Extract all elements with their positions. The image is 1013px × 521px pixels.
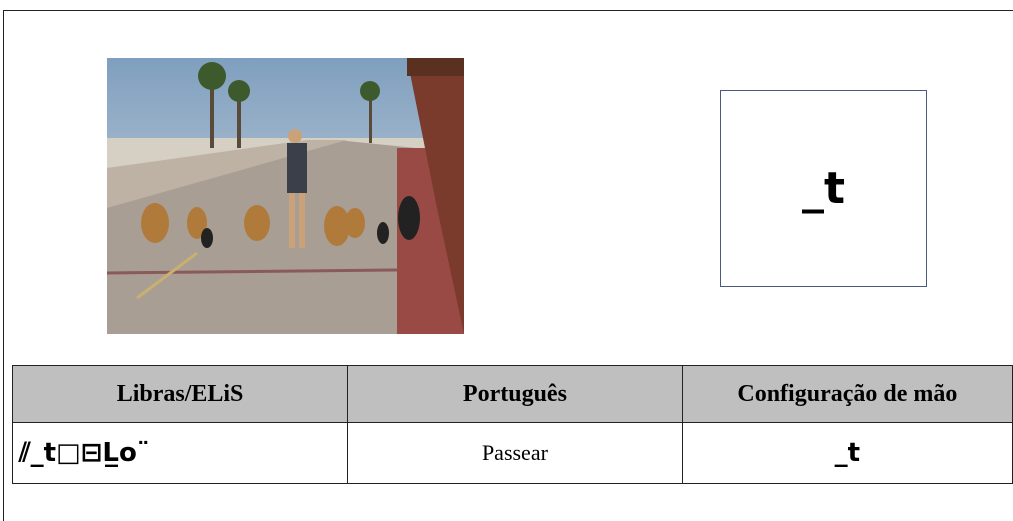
header-cell: Português	[347, 365, 683, 423]
cell: ⫽_t□⊟L̲o¨	[11, 422, 349, 484]
photo	[107, 58, 464, 334]
page: _t Libras/ELiS Português Configuração de…	[3, 10, 1013, 521]
frame	[3, 10, 1013, 521]
header-row: Libras/ELiS Português Configuração de mã…	[11, 365, 1013, 423]
table: Libras/ELiS Português Configuração de mã…	[11, 365, 1013, 484]
cell: _t	[681, 422, 1013, 484]
cell: Passear	[347, 422, 683, 484]
header-cell: Libras/ELiS	[11, 365, 349, 423]
handshape-symbol: _t	[801, 163, 846, 214]
header-cell: Configuração de mão	[681, 365, 1013, 423]
handshape-box: _t	[720, 90, 927, 287]
row: ⫽_t□⊟L̲o¨ Passear _t	[11, 422, 1013, 484]
